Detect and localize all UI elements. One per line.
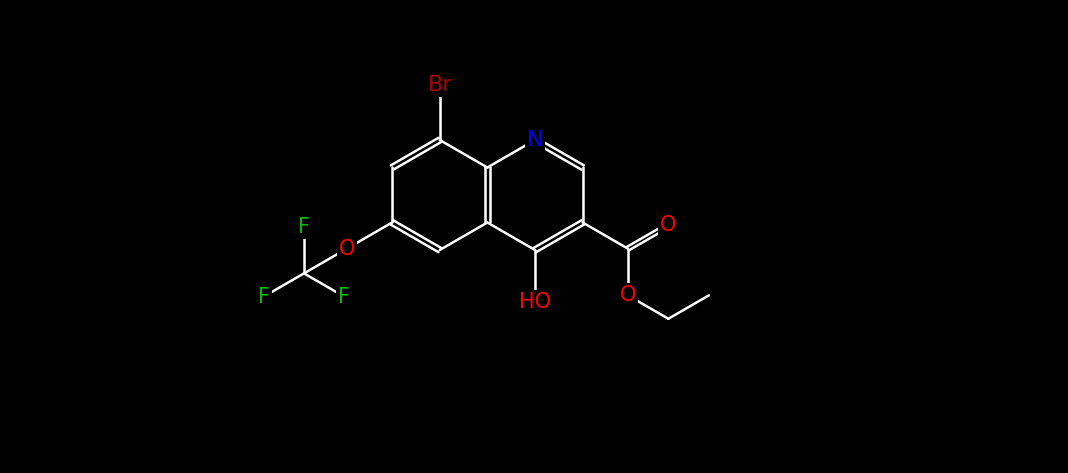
Text: O: O — [660, 215, 676, 235]
Text: N: N — [527, 130, 544, 150]
Text: O: O — [339, 238, 355, 259]
Text: F: F — [257, 287, 269, 307]
Text: O: O — [619, 285, 637, 306]
Text: F: F — [339, 287, 350, 307]
Text: F: F — [298, 217, 310, 236]
Text: Br: Br — [427, 75, 452, 95]
Text: HO: HO — [519, 292, 551, 312]
